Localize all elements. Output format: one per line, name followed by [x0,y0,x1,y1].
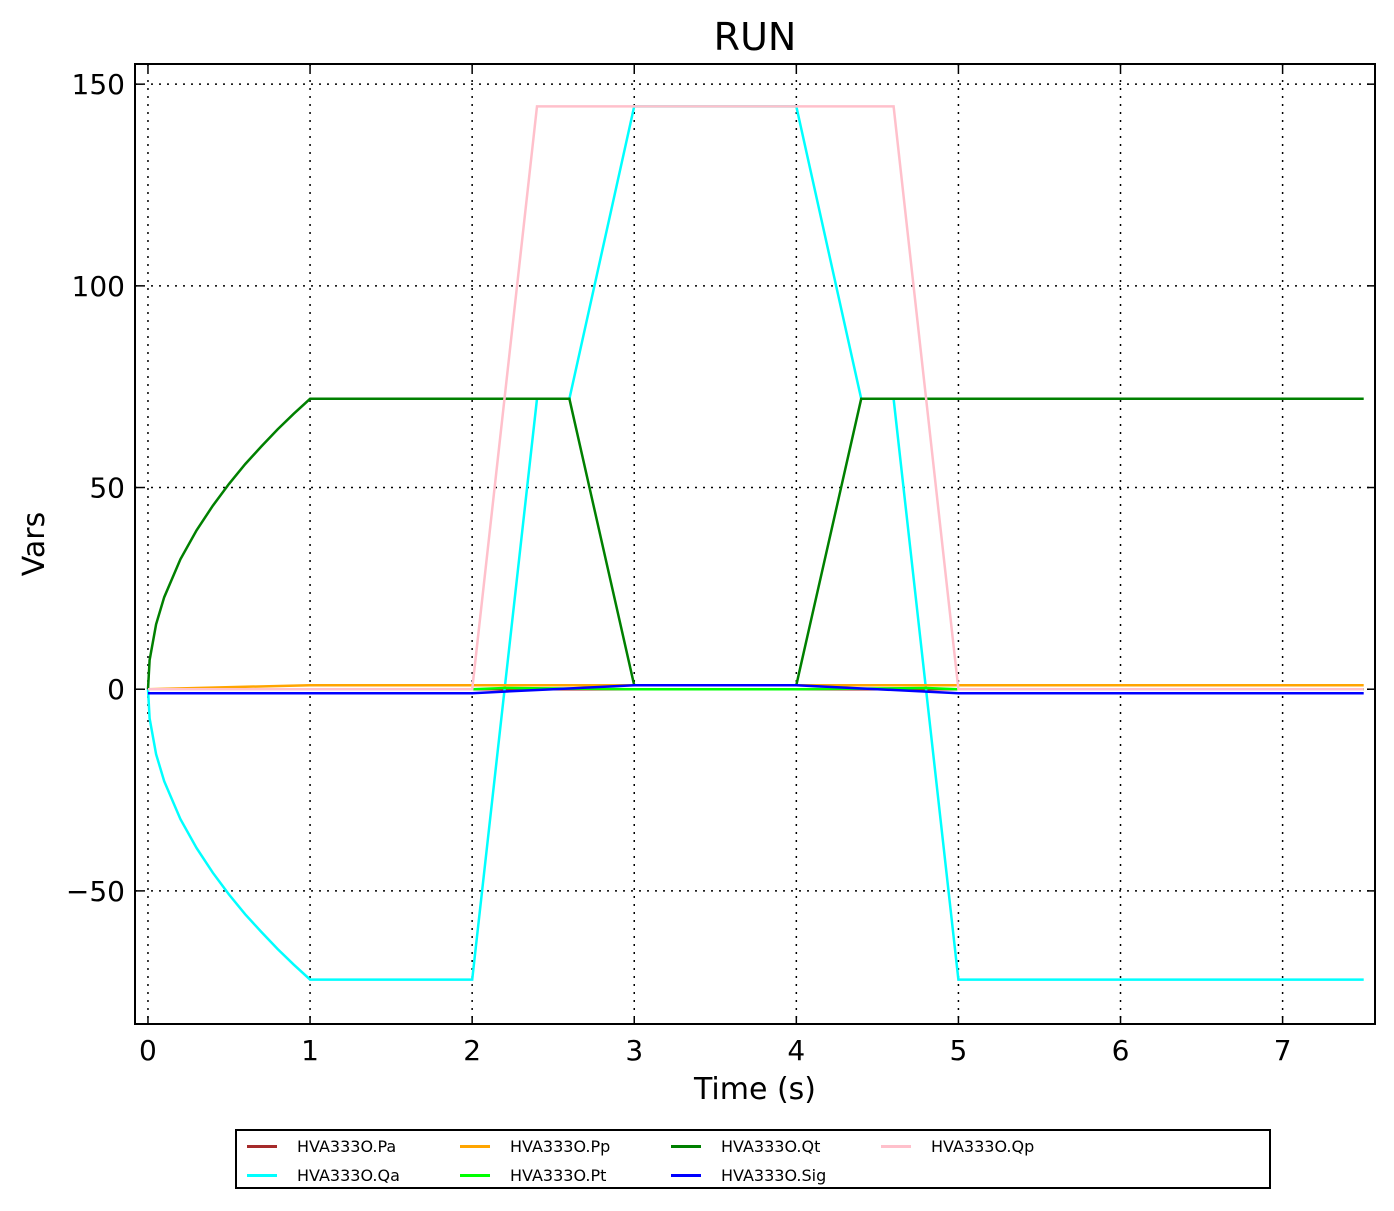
x-tick-label: 4 [787,1034,805,1067]
legend-label: HVA333O.Qa [297,1166,400,1185]
chart-title: RUN [714,15,797,59]
legend-swatch [671,1145,701,1148]
series-line-qt [146,397,1364,690]
x-tick-label: 0 [139,1034,157,1067]
x-axis-label: Time (s) [693,1072,816,1107]
legend-swatch [881,1145,911,1148]
y-tick-label: 150 [72,68,125,101]
series-line-qp [148,105,1364,691]
legend-label: HVA333O.Qp [931,1137,1035,1156]
legend-item: HVA333O.Pt [460,1161,671,1190]
x-tick-label: 3 [625,1034,643,1067]
legend-item: HVA333O.Qt [671,1132,881,1161]
y-tick-label: −50 [66,875,125,908]
legend-item: HVA333O.Qa [247,1161,460,1190]
x-tick-label: 2 [463,1034,481,1067]
legend-label: HVA333O.Qt [721,1137,821,1156]
x-tick-label: 7 [1274,1034,1292,1067]
legend-item: HVA333O.Qp [881,1132,1096,1161]
legend-label: HVA333O.Pt [510,1166,607,1185]
legend-label: HVA333O.Sig [721,1166,827,1185]
y-tick-label: 50 [89,472,125,505]
y-axis-label: Vars [17,512,52,577]
legend-swatch [671,1174,701,1177]
x-tick-label: 6 [1112,1034,1130,1067]
legend-swatch [247,1174,277,1177]
legend-label: HVA333O.Pp [510,1137,611,1156]
series-line-qa [146,105,1364,981]
x-tick-label: 1 [301,1034,319,1067]
series-line-pp [147,683,1364,691]
plot-frame [134,63,1376,1025]
series-line-sig [148,683,1364,695]
legend-swatch [460,1174,490,1177]
legend: HVA333O.Pa HVA333O.Qa HVA333O.Pp HVA333O.Pt… [235,1129,1271,1189]
legend-item: HVA333O.Pp [460,1132,671,1161]
legend-swatch [460,1145,490,1148]
series-line-pt [148,686,1364,691]
y-tick-label: 0 [107,673,125,706]
y-tick-label: 100 [72,270,125,303]
legend-item: HVA333O.Sig [671,1161,881,1190]
legend-swatch [247,1145,277,1148]
legend-label: HVA333O.Pa [297,1137,397,1156]
legend-item: HVA333O.Pa [247,1132,460,1161]
x-tick-label: 5 [950,1034,968,1067]
